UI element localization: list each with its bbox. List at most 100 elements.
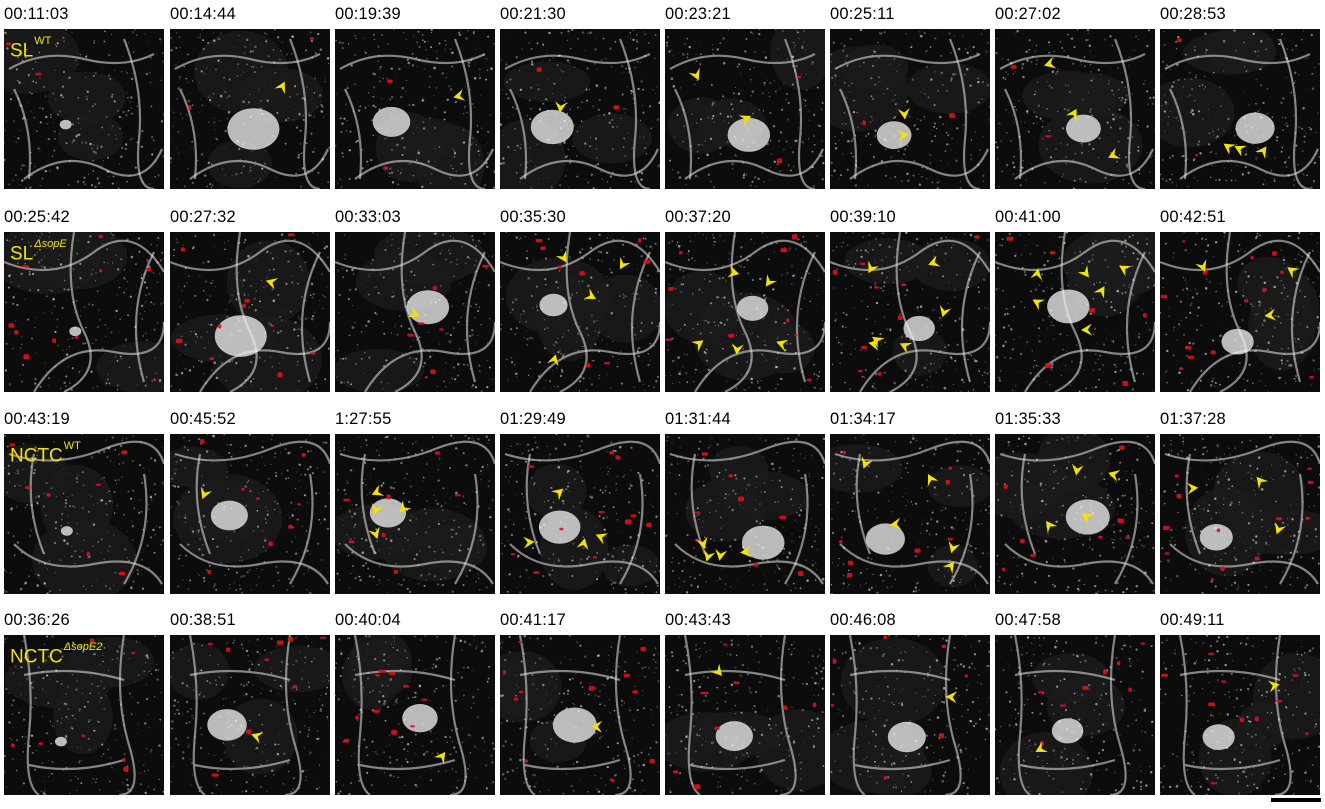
bacterium	[1254, 716, 1259, 722]
microscopy-frame	[830, 29, 990, 189]
cell-membrane	[519, 148, 660, 180]
bacterium	[753, 562, 759, 567]
bacterium	[417, 322, 425, 325]
arrowhead-marker	[1045, 520, 1058, 534]
frame-panel: 00:45:52	[170, 405, 330, 604]
actin-speckle	[4, 29, 164, 189]
cell-membrane	[509, 88, 528, 180]
actin-speckle	[4, 232, 164, 391]
cell-body	[415, 124, 485, 189]
microscopy-frame	[335, 232, 495, 392]
cell-membrane	[960, 251, 981, 383]
arrowhead-marker	[1186, 482, 1199, 495]
membrane-ruffle	[903, 315, 935, 342]
cell-body	[1056, 73, 1129, 118]
bacterium	[738, 496, 744, 502]
timestamp: 00:14:44	[170, 5, 236, 23]
membrane-ruffle	[210, 500, 248, 531]
bacterium	[188, 105, 192, 110]
bacterium	[945, 479, 950, 485]
bacterium	[623, 673, 630, 678]
bacterium	[1309, 375, 1314, 379]
microscopy-image	[335, 635, 495, 795]
membrane-ruffle	[227, 108, 280, 150]
cell-membrane	[1185, 453, 1202, 555]
frame-panel: 00:19:39	[335, 0, 495, 199]
cell-membrane	[509, 543, 659, 585]
membrane-ruffle	[60, 526, 73, 536]
bacterium	[1272, 251, 1277, 256]
cell-membrane	[1274, 635, 1292, 795]
bacterium	[700, 692, 707, 695]
cell-body	[4, 29, 80, 94]
bacterium	[35, 72, 42, 76]
timestamp: 01:35:33	[995, 410, 1061, 428]
frame-panel: 00:25:11	[830, 0, 990, 199]
microscopy-image	[170, 434, 330, 594]
timestamp: 00:38:51	[170, 611, 236, 629]
cell-membrane	[4, 239, 164, 273]
bacterium	[378, 669, 386, 673]
cell-body	[96, 341, 164, 392]
cell-membrane	[335, 239, 495, 273]
timestamp: 00:45:52	[170, 410, 236, 428]
microscopy-image	[995, 434, 1155, 594]
cell-membrane	[630, 251, 651, 383]
microscopy-image	[335, 232, 495, 392]
bacterium	[391, 730, 398, 735]
cell-membrane	[289, 473, 314, 585]
bacterium	[1187, 355, 1195, 359]
cell-body	[927, 465, 990, 508]
arrowhead-marker	[727, 265, 740, 278]
bacterium	[694, 784, 701, 790]
cell-membrane	[344, 88, 363, 180]
cell-membrane	[779, 635, 797, 795]
bacterium	[1119, 445, 1125, 450]
bacterium	[938, 733, 944, 739]
microscopy-image	[500, 635, 660, 795]
cell-membrane	[504, 53, 651, 70]
cell-membrane	[614, 635, 632, 795]
bacterium	[118, 571, 126, 576]
cell-body	[718, 471, 810, 521]
cell-membrane	[689, 758, 786, 771]
timestamp: 00:43:43	[665, 611, 731, 629]
cell-body	[335, 348, 425, 392]
arrowhead-marker	[555, 249, 567, 263]
cell-membrane	[684, 669, 786, 682]
bacterium	[610, 779, 615, 782]
arrowhead-marker	[1119, 265, 1132, 277]
bacterium	[780, 248, 787, 253]
bacterium	[288, 524, 293, 529]
membrane-ruffle	[727, 117, 771, 152]
bacterium	[38, 742, 44, 745]
bacterium	[694, 511, 701, 514]
bacterium	[783, 705, 788, 710]
bacterium	[1001, 567, 1006, 571]
cell-membrane	[504, 440, 660, 465]
cell-membrane	[684, 148, 825, 180]
cell-membrane	[23, 148, 164, 180]
bacterium	[535, 239, 543, 243]
cell-membrane	[28, 758, 125, 771]
arrowhead-marker	[1108, 470, 1121, 482]
microscopy-image	[830, 434, 990, 594]
microscopy-frame: SLWT	[4, 29, 164, 189]
bacterium	[510, 553, 516, 556]
actin-speckle	[500, 29, 660, 189]
frame-panel: 01:35:33	[995, 405, 1155, 604]
bacterium	[812, 702, 817, 707]
bacterium	[407, 333, 414, 337]
cell-membrane	[353, 635, 371, 795]
bacterium	[1117, 661, 1121, 666]
membrane-ruffle	[865, 523, 905, 555]
arrowhead-marker	[1030, 268, 1043, 281]
frame-panel: 00:27:32	[170, 203, 330, 402]
cell-membrane	[1179, 148, 1320, 180]
cell-membrane	[783, 38, 816, 189]
bacterium	[1174, 474, 1179, 478]
bacterium	[1292, 674, 1299, 677]
cell-body	[416, 524, 488, 573]
actin-speckle	[995, 29, 1155, 189]
bacterium	[355, 715, 359, 720]
